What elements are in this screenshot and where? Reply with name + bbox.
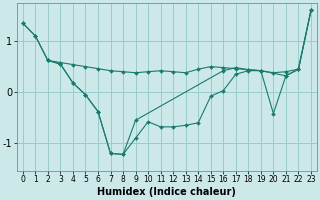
X-axis label: Humidex (Indice chaleur): Humidex (Indice chaleur) [98,187,236,197]
